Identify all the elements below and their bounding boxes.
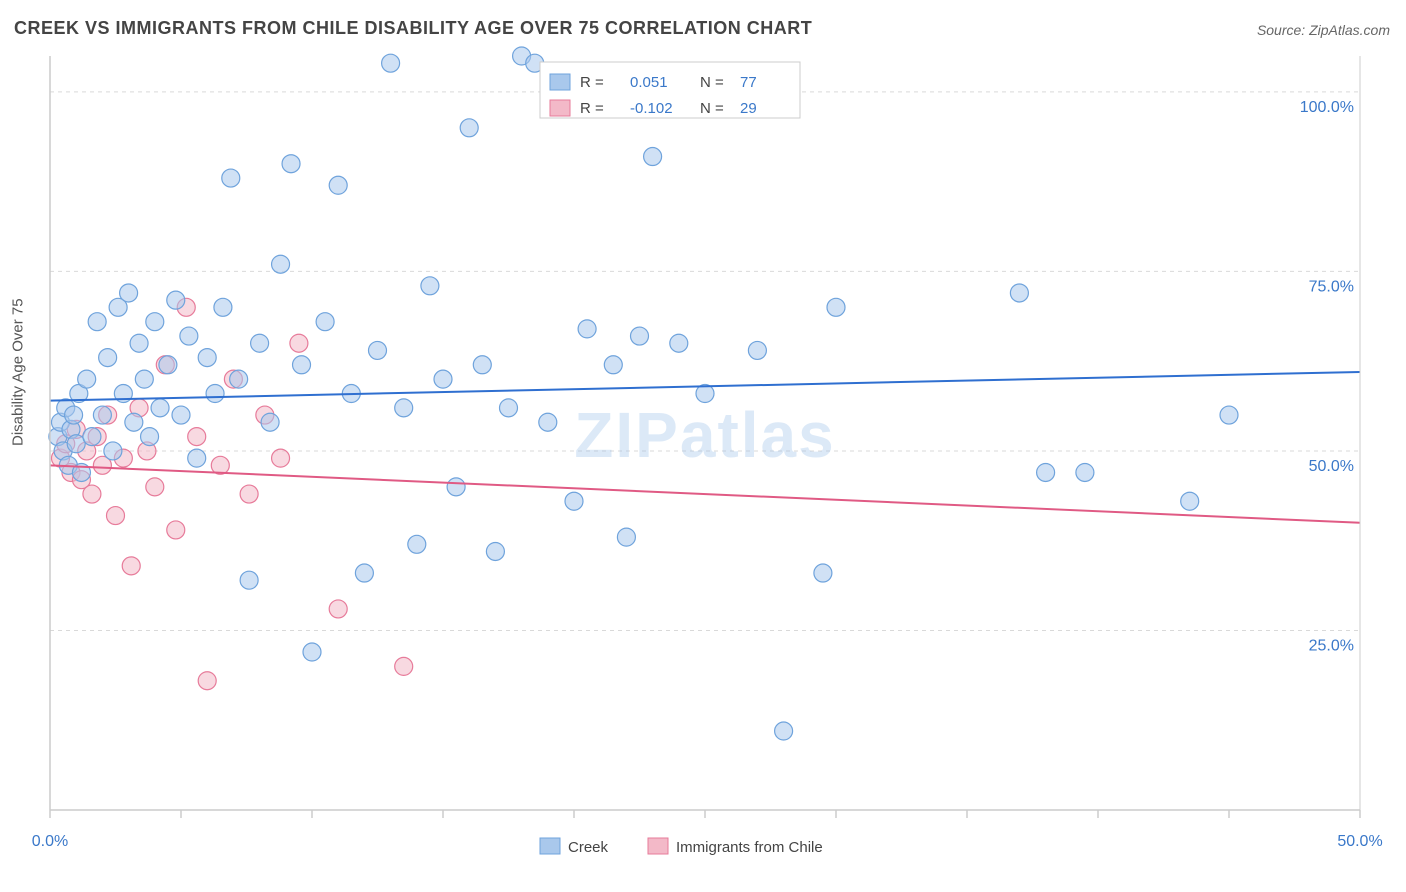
creek-point [303, 643, 321, 661]
creek-point [251, 334, 269, 352]
creek-point [395, 399, 413, 417]
creek-point [369, 341, 387, 359]
creek-point [670, 334, 688, 352]
creek-point [316, 313, 334, 331]
legend-r-label: R = [580, 74, 604, 91]
creek-point [604, 356, 622, 374]
chile-point [107, 507, 125, 525]
legend-r-value: 0.051 [630, 74, 668, 91]
creek-point [293, 356, 311, 374]
creek-point [167, 291, 185, 309]
chile-point [240, 485, 258, 503]
creek-point [125, 413, 143, 431]
chile-point [146, 478, 164, 496]
creek-point [473, 356, 491, 374]
creek-point [1010, 284, 1028, 302]
creek-point [775, 722, 793, 740]
creek-point [460, 119, 478, 137]
creek-point [135, 370, 153, 388]
legend-n-value: 29 [740, 100, 757, 117]
creek-point [272, 255, 290, 273]
creek-point [172, 406, 190, 424]
creek-point [99, 349, 117, 367]
creek-point [827, 298, 845, 316]
creek-point [644, 148, 662, 166]
creek-point [748, 341, 766, 359]
creek-point [421, 277, 439, 295]
creek-point [408, 535, 426, 553]
creek-point [83, 428, 101, 446]
creek-point [230, 370, 248, 388]
x-tick-label: 50.0% [1337, 833, 1382, 850]
creek-point [631, 327, 649, 345]
creek-point [222, 169, 240, 187]
creek-point [159, 356, 177, 374]
creek-point [1037, 463, 1055, 481]
chart-container: CREEK VS IMMIGRANTS FROM CHILE DISABILIT… [0, 0, 1406, 892]
creek-point [486, 542, 504, 560]
creek-point [1220, 406, 1238, 424]
creek-point [151, 399, 169, 417]
creek-point [355, 564, 373, 582]
y-tick-label: 75.0% [1309, 278, 1354, 295]
chile-point [395, 657, 413, 675]
chile-point [272, 449, 290, 467]
creek-point [382, 54, 400, 72]
creek-point [261, 413, 279, 431]
creek-point [447, 478, 465, 496]
legend-swatch [550, 100, 570, 116]
chile-point [188, 428, 206, 446]
creek-point [434, 370, 452, 388]
y-tick-label: 100.0% [1300, 99, 1354, 116]
y-tick-label: 50.0% [1309, 458, 1354, 475]
legend-n-label: N = [700, 74, 724, 91]
creek-point [500, 399, 518, 417]
creek-point [282, 155, 300, 173]
bottom-legend-swatch [540, 838, 560, 854]
legend-n-value: 77 [740, 74, 757, 91]
scatter-plot: 25.0% 50.0% 75.0% 100.0% ZIPatlas 0.0% 50.0% R … [0, 0, 1406, 892]
creek-point [240, 571, 258, 589]
legend-swatch [550, 74, 570, 90]
creek-point [1181, 492, 1199, 510]
creek-point [214, 298, 232, 316]
creek-point [565, 492, 583, 510]
creek-point [206, 385, 224, 403]
creek-point [180, 327, 198, 345]
creek-point [88, 313, 106, 331]
creek-point [146, 313, 164, 331]
bottom-legend-label: Creek [568, 839, 609, 856]
creek-point [65, 406, 83, 424]
creek-point [78, 370, 96, 388]
bottom-legend-label: Immigrants from Chile [676, 839, 823, 856]
creek-point [130, 334, 148, 352]
creek-point [188, 449, 206, 467]
creek-point [141, 428, 159, 446]
creek-point [329, 176, 347, 194]
creek-point [617, 528, 635, 546]
legend-r-value: -0.102 [630, 100, 673, 117]
creek-point [814, 564, 832, 582]
y-tick-label: 25.0% [1309, 637, 1354, 654]
legend-r-label: R = [580, 100, 604, 117]
chile-point [83, 485, 101, 503]
creek-point [104, 442, 122, 460]
chile-point [167, 521, 185, 539]
creek-point [539, 413, 557, 431]
watermark: ZIPatlas [574, 399, 835, 471]
chile-point [198, 672, 216, 690]
chile-point [290, 334, 308, 352]
x-tick-label: 0.0% [32, 833, 68, 850]
creek-point [578, 320, 596, 338]
creek-point [1076, 463, 1094, 481]
creek-point [93, 406, 111, 424]
bottom-legend-swatch [648, 838, 668, 854]
chile-point [122, 557, 140, 575]
creek-point [120, 284, 138, 302]
chile-point [329, 600, 347, 618]
legend-n-label: N = [700, 100, 724, 117]
creek-point [198, 349, 216, 367]
